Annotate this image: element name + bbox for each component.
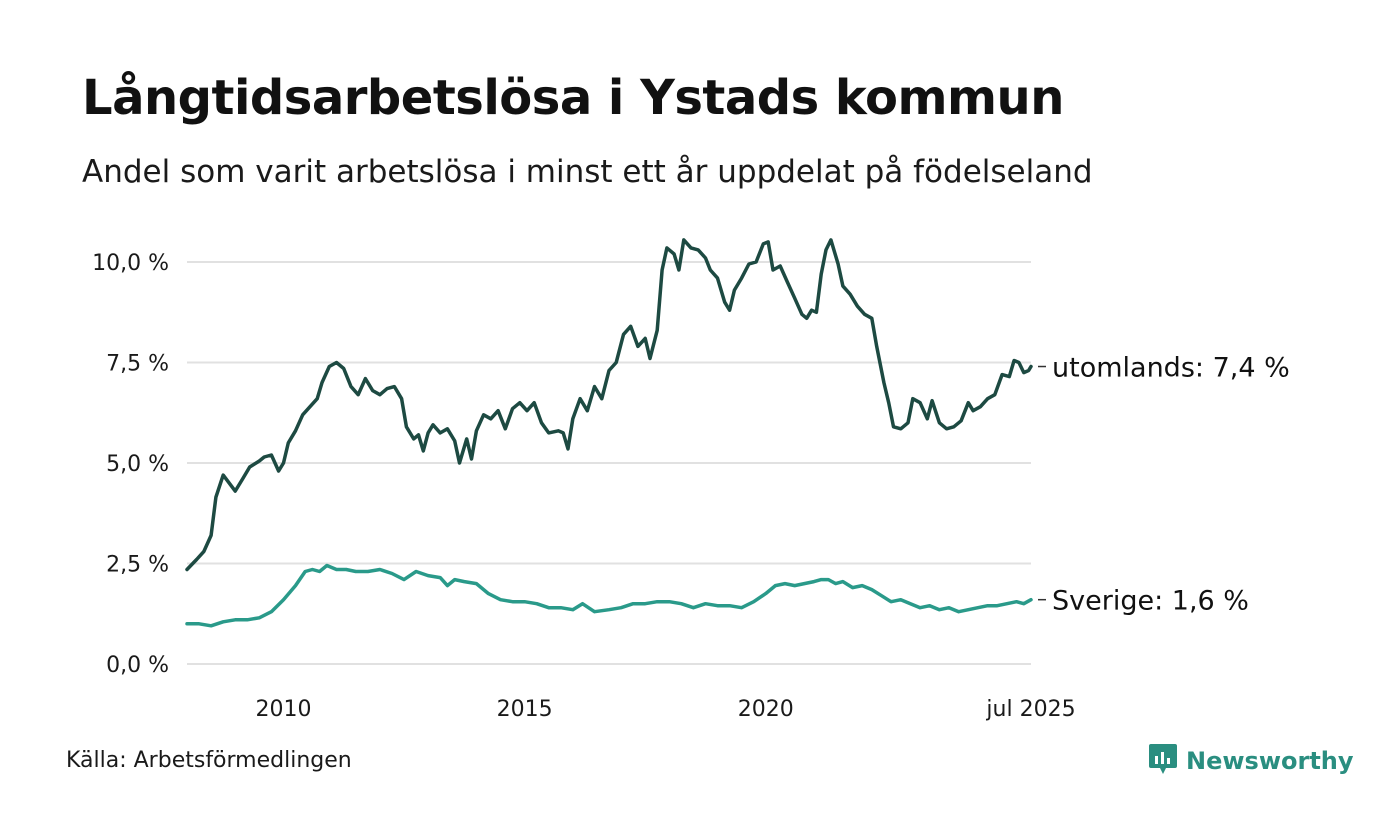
y-tick-label: 7,5 % xyxy=(106,352,169,377)
x-tick-label: 2020 xyxy=(738,697,794,722)
chart-title: Långtidsarbetslösa i Ystads kommun xyxy=(82,70,1064,126)
brand-logo: Newsworthy xyxy=(1148,742,1354,780)
y-tick-label: 0,0 % xyxy=(106,653,169,678)
grid-lines xyxy=(187,261,1031,665)
brand-name: Newsworthy xyxy=(1186,747,1354,775)
y-tick-label: 2,5 % xyxy=(106,553,169,578)
end-label-sverige: Sverige: 1,6 % xyxy=(1052,586,1249,617)
y-axis-tick-labels: 0,0 % 2,5 % 5,0 % 7,5 % 10,0 % xyxy=(92,251,169,678)
y-tick-label: 10,0 % xyxy=(92,251,169,276)
chart-subtitle: Andel som varit arbetslösa i minst ett å… xyxy=(82,154,1093,190)
x-tick-label: 2010 xyxy=(255,697,311,722)
source-note: Källa: Arbetsförmedlingen xyxy=(66,748,352,773)
series-line-sverige xyxy=(185,563,1033,628)
end-label-utomlands: utomlands: 7,4 % xyxy=(1052,353,1290,384)
x-tick-label: 2015 xyxy=(497,697,553,722)
series-line-utomlands xyxy=(185,238,1033,572)
y-tick-label: 5,0 % xyxy=(106,452,169,477)
x-tick-label: jul 2025 xyxy=(985,697,1075,722)
series-end-labels: utomlands: 7,4 % Sverige: 1,6 % xyxy=(1038,353,1290,617)
x-axis-tick-labels: 2010 2015 2020 jul 2025 xyxy=(255,697,1075,722)
series-lines xyxy=(185,238,1033,628)
newsworthy-logo-icon xyxy=(1148,742,1178,780)
